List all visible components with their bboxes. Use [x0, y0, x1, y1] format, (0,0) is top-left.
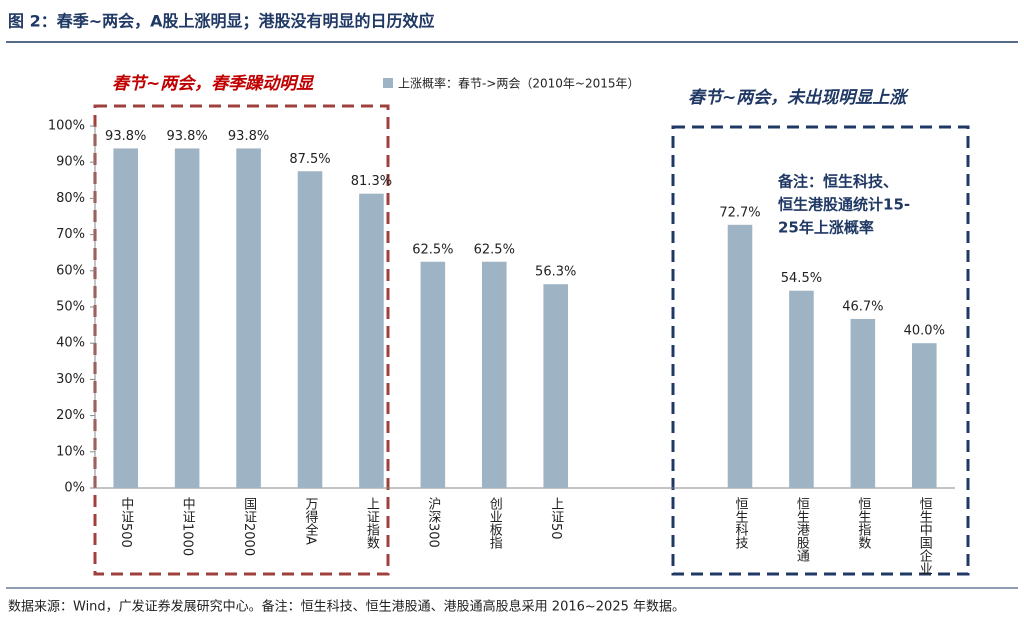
y-tick-label: 70%: [56, 227, 85, 242]
y-tick-label: 0%: [64, 481, 85, 496]
source: 数据来源：Wind，广发证券发展研究中心。备注：恒生科技、恒生港股通、港股通高股…: [8, 599, 685, 615]
y-tick-label: 100%: [48, 119, 85, 134]
bar: [850, 318, 876, 488]
bar: [912, 343, 937, 488]
value-label: 93.8%: [228, 129, 269, 144]
value-label: 62.5%: [474, 242, 515, 257]
x-tick-label: 国证2000: [241, 497, 256, 556]
x-tick-label: 沪深300: [425, 496, 441, 547]
value-label: 40.0%: [904, 324, 945, 339]
y-tick-label: 50%: [56, 300, 85, 315]
x-tick-label: 恒生科技: [733, 497, 749, 549]
y-tick-label: 30%: [56, 372, 85, 387]
y-tick-label: 20%: [56, 408, 85, 423]
y-tick-label: 60%: [56, 263, 85, 278]
x-tick-label: 万得全A: [303, 497, 319, 545]
bar: [543, 284, 568, 488]
y-tick-label: 90%: [56, 155, 85, 170]
bar: [113, 148, 138, 488]
value-label: 93.8%: [105, 129, 146, 144]
value-label: 81.3%: [351, 174, 392, 189]
annotation: 春节~两会，未出现明显上涨: [688, 88, 909, 108]
annotation: 春节~两会，春季躁动明显: [112, 74, 314, 94]
x-tick-label: 中证500: [118, 497, 134, 548]
x-tick-label: 恒生中国企业: [917, 497, 933, 575]
value-label: 54.5%: [781, 271, 822, 286]
x-tick-label: 上证指数: [364, 497, 380, 549]
chart-title: 图 2：春季~两会，A股上涨明显；港股没有明显的日历效应: [8, 12, 435, 31]
bar: [174, 148, 200, 488]
note: 25年上涨概率: [778, 219, 874, 237]
bar: [789, 290, 814, 488]
x-tick-label: 恒生港股通: [794, 497, 810, 562]
x-tick-label: 中证1000: [180, 497, 196, 556]
highlight-box: [671, 125, 970, 576]
bar: [482, 261, 507, 488]
bar: [236, 148, 261, 488]
note: 备注：恒生科技、: [777, 173, 898, 191]
value-label: 62.5%: [412, 242, 453, 257]
value-label: 72.7%: [719, 205, 760, 220]
x-tick-label: 创业板指: [487, 497, 503, 549]
legend-swatch: [383, 78, 393, 88]
value-label: 93.8%: [166, 129, 207, 144]
value-label: 87.5%: [289, 152, 330, 167]
x-tick-label: 上证50: [548, 497, 564, 540]
value-label: 46.7%: [842, 299, 883, 314]
bar: [297, 171, 323, 488]
y-tick-label: 40%: [56, 336, 85, 351]
value-label: 56.3%: [535, 265, 576, 280]
bar: [420, 261, 446, 488]
bar: [359, 193, 384, 488]
y-tick-label: 80%: [56, 191, 85, 206]
x-tick-label: 恒生指数: [855, 497, 871, 549]
y-tick-label: 10%: [56, 444, 85, 459]
legend-label: 上涨概率：春节->两会（2010年~2015年）: [398, 76, 640, 91]
bar: [727, 224, 753, 489]
note: 恒生港股通统计15-: [778, 196, 910, 214]
